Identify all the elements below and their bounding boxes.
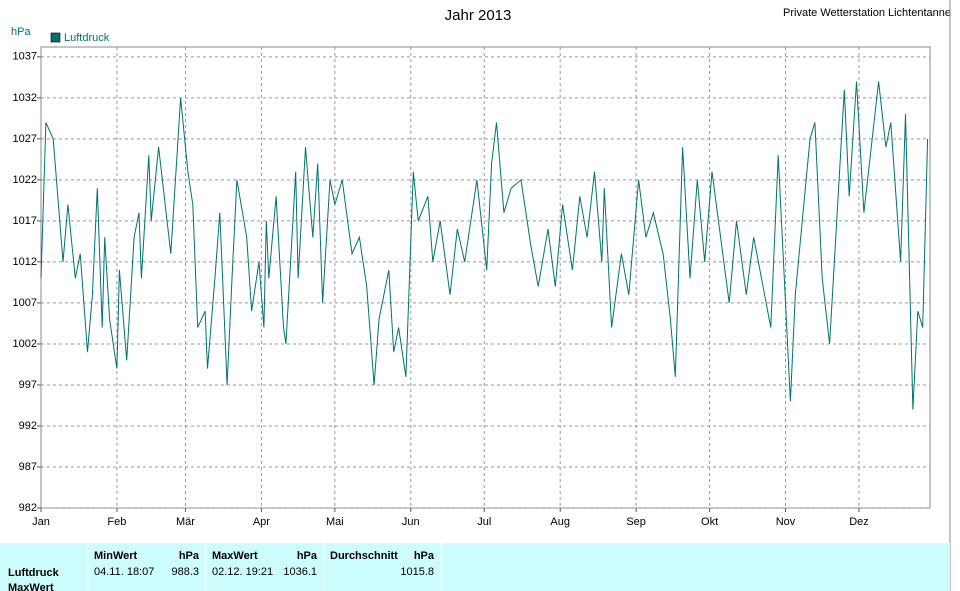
column-header: Durchschnitt [330,550,398,562]
x-tick-label: Okt [701,516,718,528]
column-unit: hPa [179,550,200,562]
data-line [40,81,929,410]
cell-time: 02.12. 19:21 [212,566,273,578]
chart-title: Jahr 2013 [445,7,512,24]
x-tick-label: Jun [402,516,420,528]
column-header: MinWert [94,550,138,562]
x-tick-label: Mai [326,516,344,528]
cell-value: 988.3 [171,566,199,578]
y-tick-label: 1037 [13,51,37,63]
y-tick-label: 997 [19,379,37,391]
row-label: MaxWert [8,582,54,591]
y-tick-label: 987 [19,461,37,473]
column-unit: hPa [414,550,435,562]
summary-table: Luftdruck MaxWert MinWert hPa 04.11. 18:07 98… [8,543,442,591]
plot: 982 987 992 997 1002 1007 1012 1017 1022 1027 1032… [13,46,931,528]
column-header: MaxWert [212,550,258,562]
y-tick-label: 1022 [13,174,37,186]
y-tick-label: 1027 [13,133,37,145]
x-tick-label: Apr [253,516,270,528]
x-tick-label: Aug [550,516,570,528]
x-tick-label: Dez [849,516,869,528]
cell-value: 1015.8 [400,566,434,578]
y-tick-label: 1017 [13,215,37,227]
x-tick-label: Feb [107,516,126,528]
summary-panel [0,543,950,591]
x-tick-label: Nov [776,516,796,528]
column-unit: hPa [297,550,318,562]
legend-swatch [50,32,61,43]
x-tick-label: Jan [32,516,50,528]
y-tick-label: 982 [19,502,37,514]
x-tick-label: Mär [176,516,195,528]
x-tick-label: Jul [477,516,491,528]
y-tick-label: 1007 [13,297,37,309]
legend-label: Luftdruck [64,32,110,44]
source-label: Private Wetterstation Lichtentanne [783,7,951,19]
x-tick-label: Sep [626,516,646,528]
cell-time: 04.11. 18:07 [94,566,154,578]
plot-area [40,46,931,509]
y-tick-label: 1002 [13,338,37,350]
y-tick-label: 1032 [13,92,37,104]
y-tick-label: 992 [19,420,37,432]
y-tick-label: 1012 [13,256,37,268]
cell-value: 1036.1 [283,566,317,578]
y-axis-label: hPa [11,26,31,38]
row-label: Luftdruck [8,567,60,579]
